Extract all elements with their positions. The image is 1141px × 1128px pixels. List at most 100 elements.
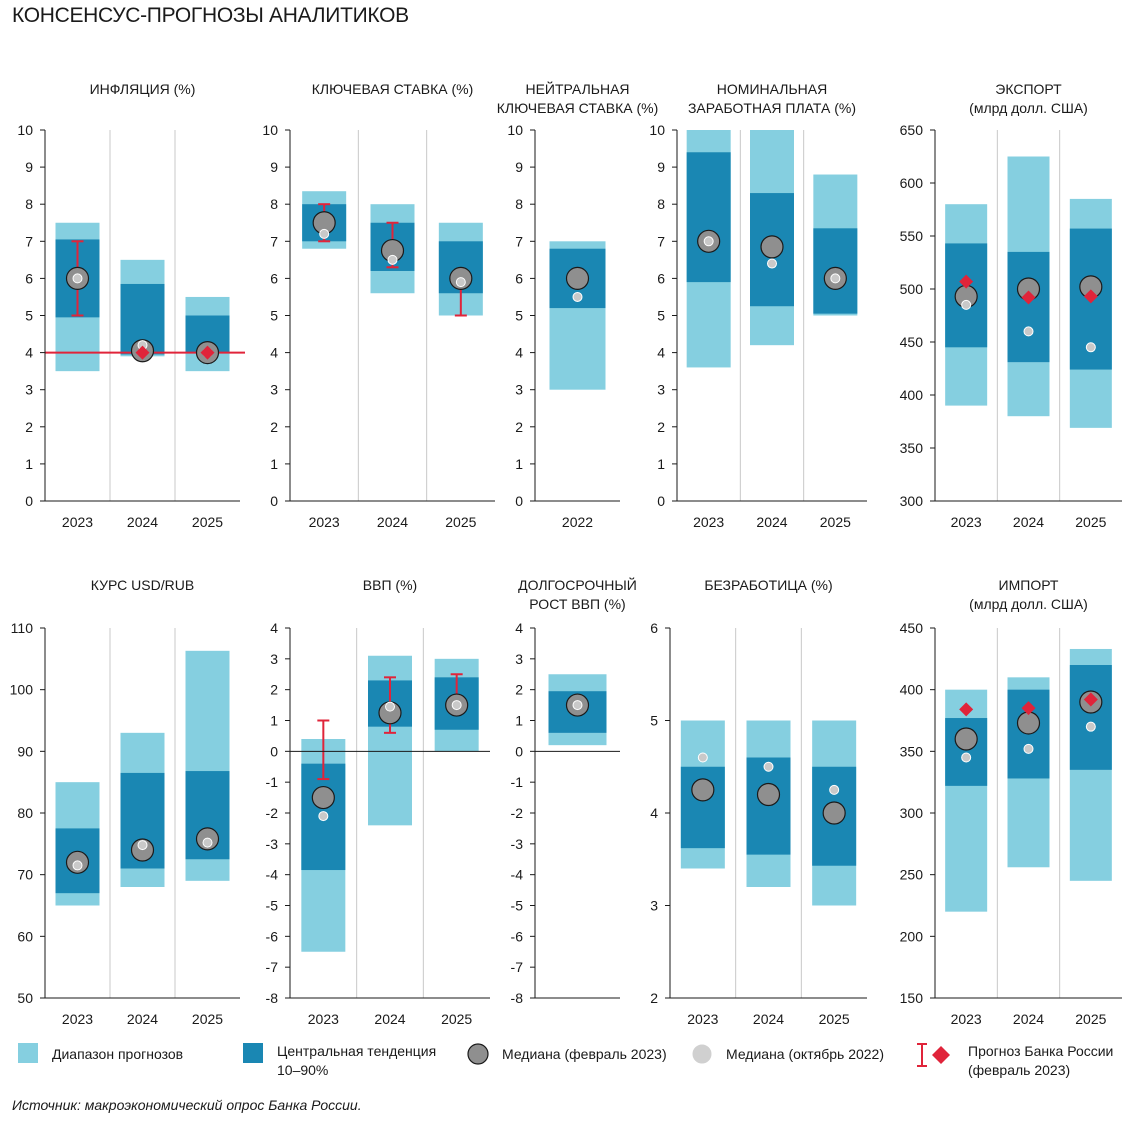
x-tick-label: 2025 xyxy=(820,514,851,530)
y-tick-label: 350 xyxy=(900,743,924,759)
y-tick-label: 3 xyxy=(270,651,278,667)
chart-panel-8: БЕЗРАБОТИЦА (%) 2 3 4 5 6 2023 2024 2025 xyxy=(650,577,867,1027)
x-tick-label: 2024 xyxy=(127,514,158,530)
cbr-point-marker xyxy=(959,274,974,289)
median-oct2022-marker xyxy=(319,228,330,239)
y-tick-label: 650 xyxy=(900,122,924,138)
x-tick-label: 2025 xyxy=(1075,514,1106,530)
y-tick-label: 90 xyxy=(17,743,33,759)
median-oct2022-marker xyxy=(1085,342,1096,353)
y-tick-label: 9 xyxy=(25,159,33,175)
median-oct2022-marker xyxy=(1023,743,1034,754)
y-tick-label: 10 xyxy=(507,122,523,138)
y-tick-label: -2 xyxy=(511,805,524,821)
y-tick-label: 5 xyxy=(650,713,658,729)
chart-title: ЭКСПОРТ xyxy=(995,81,1062,97)
y-tick-label: 450 xyxy=(900,620,924,636)
median-oct2022-marker xyxy=(829,784,840,795)
x-tick-label: 2023 xyxy=(62,514,93,530)
median-oct2022-marker xyxy=(137,840,148,851)
x-tick-label: 2024 xyxy=(1013,1011,1044,1027)
legend-central-swatch xyxy=(243,1043,263,1063)
y-tick-label: -7 xyxy=(266,959,279,975)
y-tick-label: 4 xyxy=(515,345,523,361)
y-tick-label: 0 xyxy=(25,493,33,509)
y-tick-label: 2 xyxy=(270,682,278,698)
y-tick-label: 1 xyxy=(657,456,665,472)
x-tick-label: 2024 xyxy=(1013,514,1044,530)
x-tick-label: 2024 xyxy=(127,1011,158,1027)
chart-title: КЛЮЧЕВАЯ СТАВКА (%) xyxy=(497,100,658,116)
y-tick-label: -5 xyxy=(266,898,279,914)
y-tick-label: 7 xyxy=(657,233,665,249)
central-bar xyxy=(1007,251,1050,363)
y-tick-label: 0 xyxy=(515,743,523,759)
y-tick-label: -8 xyxy=(511,990,524,1006)
y-tick-label: 7 xyxy=(270,233,278,249)
cbr-point-marker xyxy=(1083,289,1098,304)
median-oct2022-marker xyxy=(1023,326,1034,337)
chart-title: ВВП (%) xyxy=(363,577,417,593)
median-oct2022-marker xyxy=(202,837,213,848)
y-tick-label: -6 xyxy=(511,928,524,944)
chart-title: НЕЙТРАЛЬНАЯ xyxy=(525,80,629,97)
x-tick-label: 2025 xyxy=(1075,1011,1106,1027)
median-oct2022-marker xyxy=(385,701,395,712)
y-tick-label: 60 xyxy=(17,928,33,944)
median-feb2023-marker xyxy=(954,727,978,751)
y-tick-label: -6 xyxy=(266,928,279,944)
cbr-point-marker xyxy=(1021,701,1036,716)
x-tick-label: 2023 xyxy=(693,514,724,530)
y-tick-label: -1 xyxy=(266,774,279,790)
y-tick-label: 0 xyxy=(515,493,523,509)
chart-panel-9: ИМПОРТ (млрд долл. США) 150 200 250 300 350 400… xyxy=(900,577,1122,1027)
median-oct2022-marker xyxy=(72,860,83,871)
y-tick-label: 4 xyxy=(270,345,278,361)
y-tick-label: 3 xyxy=(657,382,665,398)
legend-range-swatch xyxy=(18,1043,38,1063)
y-tick-label: 1 xyxy=(270,713,278,729)
chart-title: РОСТ ВВП (%) xyxy=(529,596,625,612)
y-tick-label: 2 xyxy=(515,682,523,698)
y-tick-label: 4 xyxy=(657,345,665,361)
chart-panel-2: НЕЙТРАЛЬНАЯ КЛЮЧЕВАЯ СТАВКА (%) 0 1 2 3 4 5 6 7 8 9… xyxy=(497,80,658,530)
y-tick-label: 7 xyxy=(515,233,523,249)
median-feb2023-marker xyxy=(691,778,715,802)
legend-median-new-icon xyxy=(467,1043,489,1065)
y-tick-label: 300 xyxy=(900,493,924,509)
y-tick-label: 3 xyxy=(25,382,33,398)
y-tick-label: 3 xyxy=(270,382,278,398)
median-feb2023-marker xyxy=(1016,711,1041,735)
y-tick-label: 350 xyxy=(900,440,924,456)
y-tick-label: 4 xyxy=(650,805,658,821)
central-bar xyxy=(1069,665,1112,770)
chart-panel-4: ЭКСПОРТ (млрд долл. США) 300 350 400 450 500 55… xyxy=(900,81,1122,530)
legend-cbr-line1: Прогноз Банка России xyxy=(968,1043,1114,1059)
chart-title: (млрд долл. США) xyxy=(969,100,1088,116)
cbr-point-marker xyxy=(1021,290,1036,305)
chart-title: ЗАРАБОТНАЯ ПЛАТА (%) xyxy=(688,100,856,116)
y-tick-label: 8 xyxy=(25,196,33,212)
median-oct2022-marker xyxy=(697,752,708,763)
y-tick-label: 3 xyxy=(515,382,523,398)
y-tick-label: 10 xyxy=(262,122,278,138)
y-tick-label: 200 xyxy=(900,928,924,944)
median-oct2022-marker xyxy=(830,273,841,284)
y-tick-label: 100 xyxy=(10,682,34,698)
x-tick-label: 2022 xyxy=(562,514,593,530)
chart-title: КУРС USD/RUB xyxy=(91,577,194,593)
y-tick-label: 110 xyxy=(11,620,34,636)
y-tick-label: 2 xyxy=(515,419,523,435)
chart-title: (млрд долл. США) xyxy=(969,596,1088,612)
y-tick-label: 0 xyxy=(270,493,278,509)
y-tick-label: 6 xyxy=(650,620,658,636)
y-tick-label: 80 xyxy=(17,805,33,821)
y-tick-label: 6 xyxy=(657,270,665,286)
y-tick-label: 0 xyxy=(657,493,665,509)
legend-central-line1: Центральная тенденция xyxy=(277,1043,437,1059)
median-oct2022-marker xyxy=(961,299,972,310)
y-tick-label: 600 xyxy=(900,175,924,191)
x-tick-label: 2023 xyxy=(62,1011,93,1027)
y-tick-label: 7 xyxy=(25,233,33,249)
x-tick-label: 2024 xyxy=(756,514,787,530)
